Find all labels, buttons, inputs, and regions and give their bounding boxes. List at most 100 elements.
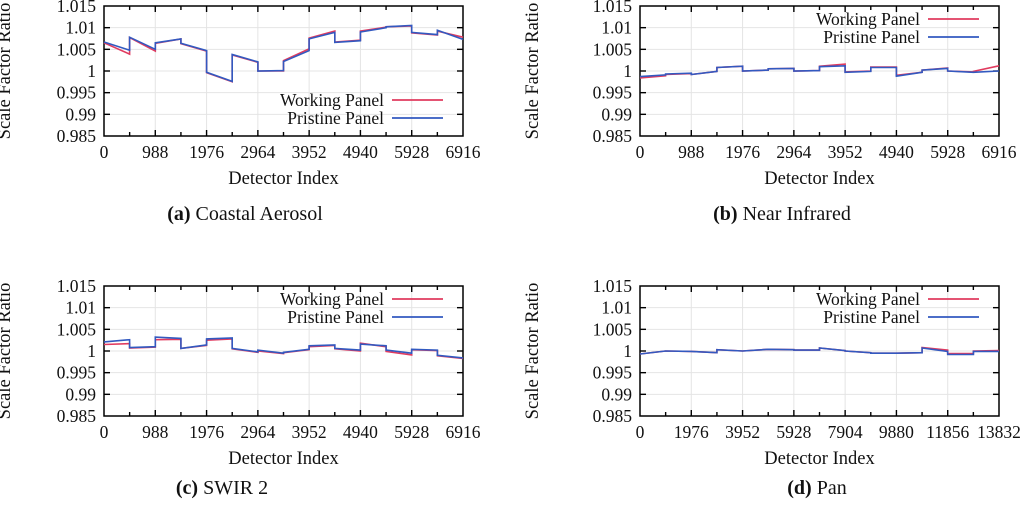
x-axis-label: Detector Index (228, 449, 339, 469)
x-tick-label: 5928 (930, 142, 965, 162)
y-axis-label: Scale Factor Ratio (0, 3, 15, 140)
plot-border (103, 5, 464, 137)
x-tick-label: 988 (142, 142, 169, 162)
pristine-panel-line (103, 336, 464, 359)
y-tick-label: 1.015 (57, 0, 97, 16)
y-tick-label: 1.01 (65, 18, 96, 38)
y-tick-label: 0.985 (593, 126, 633, 146)
x-tick-label: 1976 (189, 422, 224, 442)
y-tick-label: 1.01 (601, 18, 632, 38)
y-axis-label: Scale Factor Ratio (523, 3, 543, 140)
y-tick-label: 1 (87, 341, 96, 361)
legend-working-label: Working Panel (280, 289, 384, 309)
y-tick-label: 1 (623, 61, 632, 81)
y-tick-label: 1.015 (57, 276, 97, 296)
x-tick-label: 0 (636, 422, 645, 442)
y-tick-label: 1.005 (57, 39, 97, 59)
x-tick-label: 11856 (926, 422, 969, 442)
pristine-panel-line (639, 347, 999, 356)
legend-pristine-label: Pristine Panel (287, 108, 384, 128)
x-tick-label: 988 (678, 142, 705, 162)
pristine-panel-line (639, 64, 1000, 78)
x-tick-label: 5928 (776, 422, 811, 442)
x-tick-label: 2964 (776, 142, 811, 162)
legend-working-label: Working Panel (280, 90, 384, 110)
working-panel-line (103, 338, 464, 360)
x-tick-label: 1976 (725, 142, 760, 162)
y-tick-label: 1.015 (593, 0, 633, 16)
y-tick-label: 0.985 (593, 406, 633, 426)
y-tick-label: 0.995 (593, 363, 633, 383)
caption-a-letter: (a) (167, 203, 191, 225)
caption-c-letter: (c) (175, 477, 199, 499)
x-axis-label: Detector Index (228, 169, 339, 189)
x-tick-label: 6916 (446, 142, 481, 162)
legend-pristine-label: Pristine Panel (823, 27, 920, 47)
caption-b-letter: (b) (713, 203, 738, 225)
x-tick-label: 1976 (189, 142, 224, 162)
x-tick-label: 3952 (725, 422, 760, 442)
y-tick-label: 0.99 (601, 384, 632, 404)
x-tick-label: 6916 (982, 142, 1017, 162)
x-tick-label: 1976 (674, 422, 709, 442)
plot-border (103, 285, 464, 417)
y-tick-label: 0.985 (57, 126, 97, 146)
x-axis-label: Detector Index (764, 169, 875, 189)
x-tick-label: 13832 (977, 422, 1021, 442)
caption-b-title: Near Infrared (742, 203, 851, 225)
caption-c: (c) SWIR 2 (176, 477, 268, 500)
caption-d-title: Pan (816, 477, 847, 499)
y-tick-label: 1.01 (65, 298, 96, 318)
x-tick-label: 0 (100, 422, 109, 442)
x-tick-label: 2964 (240, 422, 275, 442)
x-tick-label: 3952 (292, 142, 327, 162)
legend-pristine-label: Pristine Panel (287, 307, 384, 327)
x-tick-label: 7904 (828, 422, 863, 442)
x-tick-label: 6916 (446, 422, 481, 442)
x-tick-label: 3952 (292, 422, 327, 442)
y-tick-label: 1.01 (601, 298, 632, 318)
legend-pristine-label: Pristine Panel (823, 307, 920, 327)
y-tick-label: 1 (87, 61, 96, 81)
x-tick-label: 3952 (828, 142, 863, 162)
pristine-panel-line (103, 24, 464, 83)
x-tick-label: 9880 (879, 422, 914, 442)
x-tick-label: 5928 (394, 142, 429, 162)
y-tick-label: 0.995 (57, 83, 97, 103)
x-tick-label: 4940 (343, 142, 378, 162)
legend-working-label: Working Panel (816, 289, 920, 309)
y-tick-label: 0.985 (57, 406, 97, 426)
x-tick-label: 988 (142, 422, 169, 442)
y-tick-label: 1.005 (593, 39, 633, 59)
y-tick-label: 1.015 (593, 276, 633, 296)
y-tick-label: 0.99 (601, 104, 632, 124)
x-tick-label: 0 (100, 142, 109, 162)
y-tick-label: 0.995 (57, 363, 97, 383)
y-tick-label: 1 (623, 341, 632, 361)
y-tick-label: 0.995 (593, 83, 633, 103)
x-axis-label: Detector Index (764, 449, 875, 469)
x-tick-label: 2964 (240, 142, 275, 162)
working-panel-line (103, 25, 464, 83)
x-tick-label: 0 (636, 142, 645, 162)
caption-c-title: SWIR 2 (203, 477, 269, 499)
caption-d-letter: (d) (787, 477, 812, 499)
x-tick-label: 4940 (879, 142, 914, 162)
x-tick-label: 4940 (343, 422, 378, 442)
y-axis-label: Scale Factor Ratio (523, 283, 543, 420)
caption-a-title: Coastal Aerosol (195, 203, 323, 225)
y-tick-label: 1.005 (57, 319, 97, 339)
caption-d: (d) Pan (787, 477, 846, 500)
legend-working-label: Working Panel (816, 9, 920, 29)
caption-b: (b) Near Infrared (713, 203, 851, 226)
caption-a: (a) Coastal Aerosol (167, 203, 323, 226)
y-axis-label: Scale Factor Ratio (0, 283, 15, 420)
x-tick-label: 5928 (394, 422, 429, 442)
y-tick-label: 1.005 (593, 319, 633, 339)
y-tick-label: 0.99 (65, 104, 96, 124)
